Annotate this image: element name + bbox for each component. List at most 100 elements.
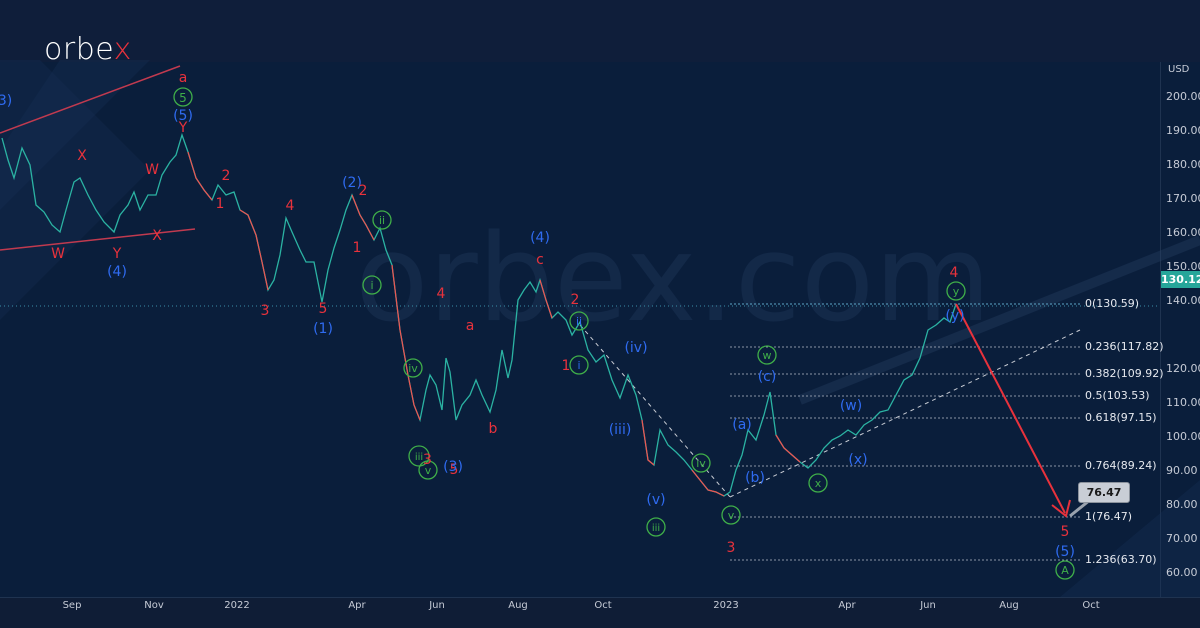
wave-label: 2	[571, 292, 580, 308]
wedge-upper-line[interactable]	[0, 65, 181, 134]
wave-label: iv	[696, 457, 706, 470]
time-axis[interactable]	[0, 597, 1200, 628]
wave-label: (v)	[646, 492, 665, 508]
wave-label: (5)	[173, 108, 193, 124]
wave-label: 2	[359, 183, 368, 199]
x-tick: Sep	[62, 600, 82, 611]
wave-label: 5	[319, 301, 328, 317]
bg-stripe	[798, 235, 1200, 405]
x-tick: Apr	[838, 600, 856, 611]
wave-label: (y)	[945, 308, 964, 324]
wave-label: (iii)	[609, 422, 632, 438]
wedge-lower-line[interactable]	[0, 228, 196, 251]
wave-label: ii	[379, 214, 385, 227]
wave-label: 5	[179, 91, 187, 105]
wave-label: c	[536, 252, 544, 268]
bg-shape	[0, 60, 150, 320]
y-tick: 90.00	[1166, 464, 1198, 477]
x-tick: Oct	[594, 600, 612, 611]
wave-label: 3	[423, 452, 432, 468]
wave-label: w	[763, 349, 772, 362]
brand-logo[interactable]: orbex	[44, 32, 132, 67]
wave-label: (iv)	[624, 340, 647, 356]
fib-label: 1.236(63.70)	[1085, 553, 1157, 566]
wave-label: (b)	[745, 470, 765, 486]
fib-label: 0.5(103.53)	[1085, 389, 1150, 402]
wave-label: (2)	[342, 175, 362, 191]
wave-label: ii	[576, 315, 582, 328]
y-tick: 120.00	[1166, 362, 1200, 375]
wave-label: X	[77, 148, 87, 164]
watermark: orbex.com	[355, 210, 991, 349]
wave-label: v	[728, 509, 735, 522]
wave-label: Y	[112, 246, 122, 262]
wave-label: i	[370, 279, 373, 292]
wave-label: (4)	[530, 230, 550, 246]
y-tick: 160.00	[1166, 226, 1200, 239]
wave-label: iii	[415, 452, 423, 463]
wave-label: 4	[286, 198, 295, 214]
wave-label: 1	[562, 358, 571, 374]
wave-label: (1)	[313, 321, 333, 337]
wave-label: iv	[408, 362, 418, 375]
y-tick: 150.00	[1166, 260, 1200, 273]
wave-label: a	[179, 70, 188, 86]
x-tick: 2023	[713, 600, 739, 611]
y-tick: 110.00	[1166, 396, 1200, 409]
wave-label: (x)	[848, 452, 867, 468]
x-tick: Aug	[999, 600, 1019, 611]
x-tick: Apr	[348, 600, 366, 611]
wave-label: (w)	[840, 398, 862, 414]
wave-label: i	[577, 359, 580, 372]
wave-label: (4)	[107, 264, 127, 280]
wave-label: x	[815, 477, 822, 490]
wave-label: (a)	[732, 417, 752, 433]
wave-label: 1	[216, 196, 225, 212]
wave-label: X	[152, 228, 162, 244]
x-tick: Jun	[920, 600, 936, 611]
forecast-arrow	[955, 303, 1066, 514]
fib-label: 0(130.59)	[1085, 297, 1140, 310]
wave-label: A	[1061, 564, 1069, 577]
channel-line-up[interactable]	[729, 329, 1081, 498]
forecast-arrow-head	[1051, 499, 1071, 518]
y-tick: 190.00	[1166, 124, 1200, 137]
y-tick: 140.00	[1166, 294, 1200, 307]
fib-label: 0.382(109.92)	[1085, 367, 1164, 380]
wave-label: Y	[178, 120, 188, 136]
x-tick: Nov	[144, 600, 164, 611]
wave-label: iii	[652, 523, 660, 534]
x-tick: Aug	[508, 600, 528, 611]
wave-label: (5)	[1055, 544, 1075, 560]
wave-label: W	[51, 246, 65, 262]
logo-text: orbe	[44, 32, 114, 67]
wave-label: 3	[727, 540, 736, 556]
wave-circles	[173, 87, 1075, 580]
y-tick: 80.00	[1166, 498, 1198, 511]
x-tick: Jun	[429, 600, 445, 611]
wave-label: 2	[222, 168, 231, 184]
wave-label: a	[466, 318, 475, 334]
header-band	[0, 0, 1200, 62]
x-tick: 2022	[224, 600, 250, 611]
y-tick: 200.00	[1166, 90, 1200, 103]
y-tick: 100.00	[1166, 430, 1200, 443]
logo-accent: x	[113, 32, 132, 67]
bg-shape	[1060, 480, 1200, 597]
channel-line-down[interactable]	[579, 324, 731, 498]
wave-label: W	[145, 162, 159, 178]
wave-label: 3	[261, 303, 270, 319]
y-tick: 180.00	[1166, 158, 1200, 171]
wave-label: (c)	[758, 369, 777, 385]
wave-label: 3)	[0, 93, 12, 109]
y-tick: 60.00	[1166, 566, 1198, 579]
price-axis[interactable]	[1160, 62, 1200, 597]
y-tick: 70.00	[1166, 532, 1198, 545]
wave-label: y	[953, 285, 960, 298]
wave-label: v	[425, 464, 432, 477]
wave-label: 4	[437, 286, 446, 302]
fib-label: 1(76.47)	[1085, 510, 1133, 523]
wave-label: 1	[353, 240, 362, 256]
